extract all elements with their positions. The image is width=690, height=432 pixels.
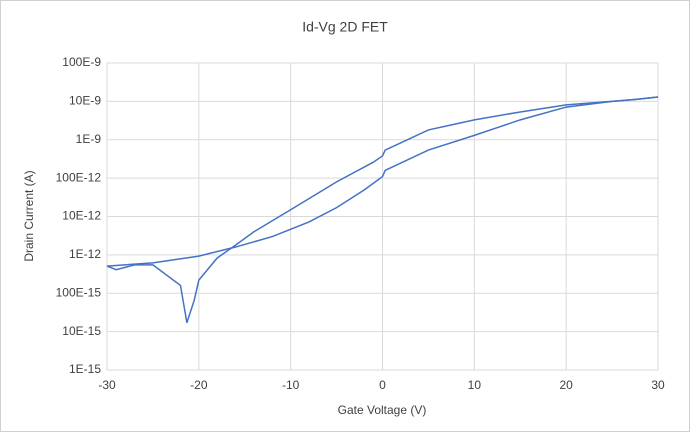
chart-title: Id-Vg 2D FET [302,19,388,35]
y-tick-label: 10E-9 [69,94,101,108]
x-tick-label: 30 [651,378,665,392]
y-tick-label: 10E-15 [62,324,101,338]
y-tick-label: 100E-9 [62,55,101,69]
y-tick-label: 100E-12 [56,170,102,184]
data-line [106,96,659,267]
x-tick-label: 10 [468,378,482,392]
x-tick-label: -10 [282,378,300,392]
x-tick-label: 0 [379,378,386,392]
x-axis-label: Gate Voltage (V) [338,403,427,417]
y-tick-label: 1E-12 [69,247,101,261]
y-tick-label: 1E-15 [69,362,101,376]
data-line [106,96,659,324]
x-tick-label: -30 [98,378,116,392]
x-tick-label: -20 [190,378,208,392]
y-tick-label: 10E-12 [62,209,101,223]
x-tick-label: 20 [559,378,573,392]
y-axis-label: Drain Current (A) [22,170,36,261]
y-tick-label: 100E-15 [56,285,102,299]
y-tick-label: 1E-9 [76,132,102,146]
